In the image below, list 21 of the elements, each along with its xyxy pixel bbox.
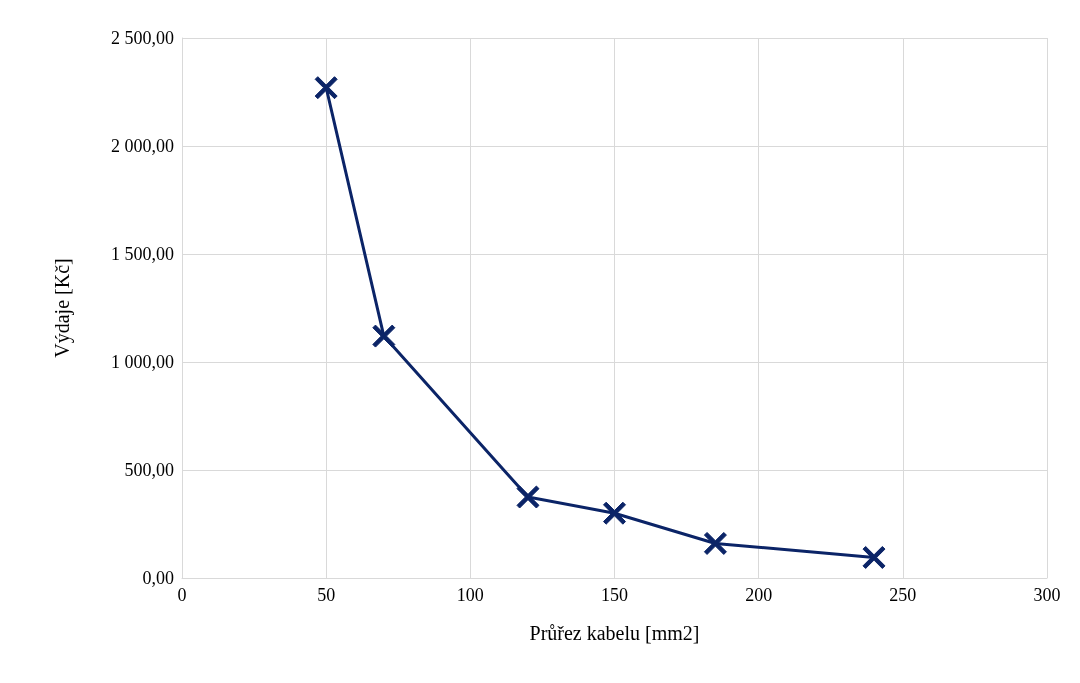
x-tick-label: 300 — [1033, 585, 1061, 605]
y-tick-label: 2 000,00 — [111, 136, 174, 156]
x-tick-label: 150 — [601, 585, 628, 605]
x-tick-label: 250 — [889, 585, 917, 605]
point — [314, 76, 338, 100]
point — [516, 485, 540, 509]
y-tick-label: 0,00 — [142, 568, 174, 588]
point — [603, 501, 626, 525]
point — [703, 531, 727, 555]
y-axis-title: Výdaje [Kč] — [51, 258, 74, 358]
y-tick-label: 1 500,00 — [111, 244, 174, 264]
x-axis-title: Průřez kabelu [mm2] — [529, 622, 700, 644]
point — [372, 324, 396, 348]
x-tick-label: 0 — [177, 585, 187, 605]
x-tick-label: 50 — [317, 585, 336, 605]
y-tick-label: 1 000,00 — [111, 352, 174, 372]
y-tick-label: 500,00 — [124, 460, 174, 480]
x-tick-label: 100 — [456, 585, 484, 605]
x-tick-label: 200 — [745, 585, 773, 605]
y-tick-label: 2 500,00 — [111, 28, 174, 48]
point — [862, 545, 886, 569]
